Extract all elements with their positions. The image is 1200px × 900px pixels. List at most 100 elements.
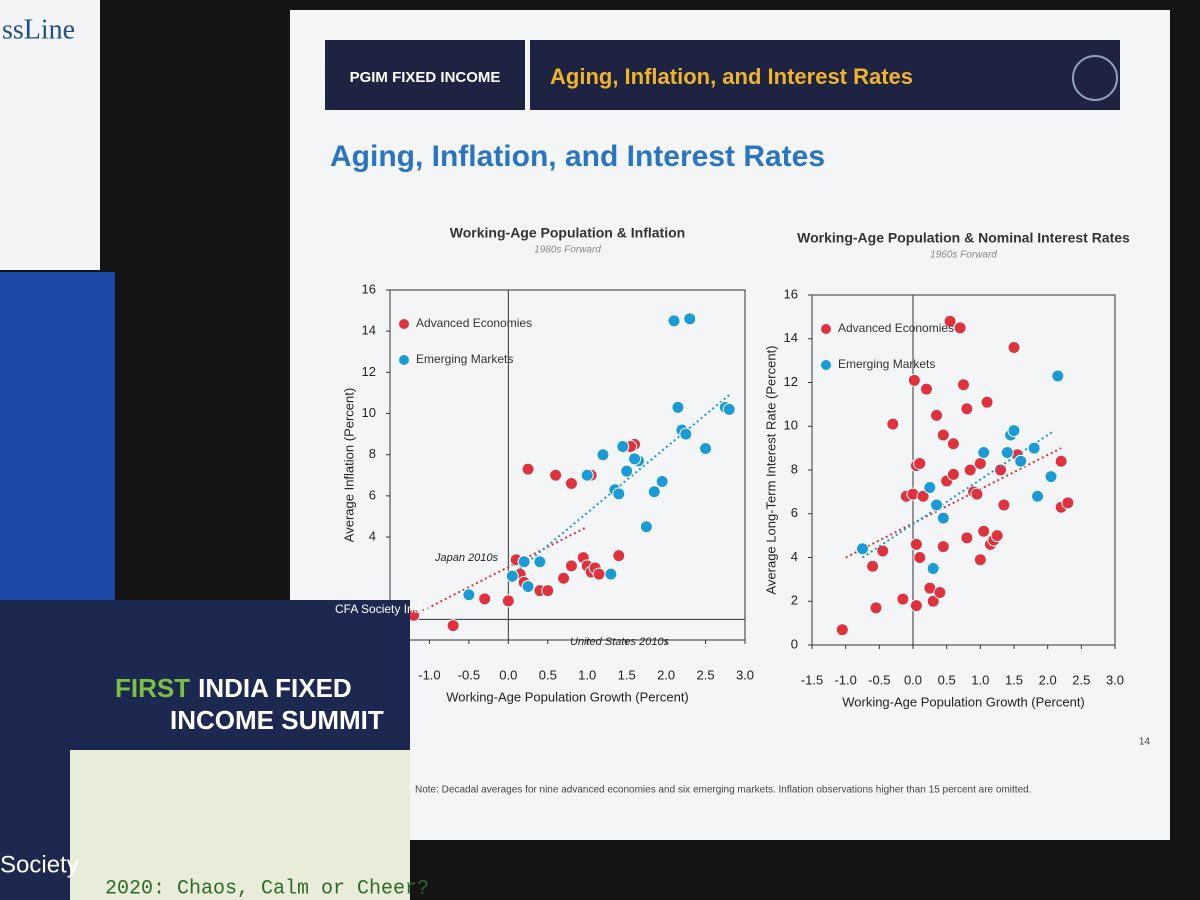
point	[462, 588, 476, 602]
point	[913, 456, 927, 470]
point	[699, 442, 713, 456]
point	[916, 489, 930, 503]
slide-note: Note: Decadal averages for nine advanced…	[415, 785, 1031, 796]
point	[923, 481, 937, 494]
legend-swatch	[399, 355, 409, 365]
x-tick-label: 1.0	[578, 667, 596, 682]
point	[960, 531, 974, 545]
logo-fragment: ssLine	[2, 14, 75, 45]
side-screen	[0, 0, 100, 270]
legend-label: Emerging Markets	[416, 352, 513, 366]
x-tick-label: -1.0	[418, 667, 440, 682]
chart-subtitle: 1980s Forward	[534, 245, 601, 256]
point	[933, 586, 947, 599]
point	[973, 553, 987, 567]
header-left: PGIM FIXED INCOME	[350, 69, 501, 86]
y-tick-label: 12	[784, 374, 798, 389]
point	[876, 544, 890, 558]
point	[926, 561, 940, 575]
annotation: United States 2010s	[570, 636, 670, 648]
legend-label: Advanced Economies	[838, 321, 954, 335]
point	[722, 402, 736, 416]
x-axis-label: Working-Age Population Growth (Percent)	[446, 689, 689, 704]
point	[936, 511, 950, 525]
page-number: 14	[1139, 737, 1151, 748]
point	[869, 601, 883, 615]
point	[541, 584, 555, 598]
chart-subtitle: 1960s Forward	[930, 250, 997, 261]
plot-frame	[389, 289, 746, 641]
point	[1014, 454, 1028, 468]
point	[946, 467, 960, 481]
y-tick-label: 14	[362, 323, 376, 338]
x-tick-label: 3.0	[1106, 672, 1124, 687]
point	[647, 485, 661, 499]
y-tick-label: 12	[362, 364, 376, 379]
point	[557, 571, 571, 585]
y-tick-label: 6	[369, 487, 376, 502]
point	[628, 452, 642, 466]
point	[505, 569, 519, 583]
point	[1031, 489, 1045, 503]
headline-first: FIRST	[115, 673, 190, 703]
point	[953, 321, 967, 335]
x-tick-label: 0.0	[904, 672, 922, 687]
point	[1007, 424, 1021, 438]
point	[501, 594, 515, 608]
charts: Working-Age Population & Inflation 1980s …	[341, 225, 1130, 710]
point	[679, 427, 693, 441]
point	[930, 408, 944, 422]
chart-title: Working-Age Population & Inflation	[450, 225, 685, 241]
point	[963, 463, 977, 477]
point	[909, 599, 923, 613]
x-tick-label: 1.5	[618, 667, 636, 682]
point	[990, 529, 1004, 543]
point	[997, 498, 1011, 512]
point	[957, 378, 970, 392]
x-tick-label: 2.0	[1039, 672, 1057, 687]
trend-line	[845, 447, 1062, 559]
point	[977, 524, 991, 538]
legend-label: Emerging Markets	[838, 357, 935, 371]
header-logo	[1072, 55, 1118, 101]
x-tick-label: 0.0	[499, 667, 517, 682]
point	[639, 520, 653, 534]
point	[973, 456, 987, 470]
legend-swatch	[399, 319, 409, 329]
point	[907, 373, 921, 387]
point	[946, 437, 960, 451]
point	[549, 468, 563, 482]
point	[980, 395, 994, 409]
point	[533, 555, 547, 569]
point	[896, 592, 910, 606]
y-tick-label: 10	[784, 418, 798, 433]
side-banner	[0, 272, 115, 602]
point	[1051, 369, 1065, 383]
y-tick-label: 8	[791, 461, 798, 476]
y-tick-label: 10	[362, 405, 376, 420]
point	[970, 487, 984, 501]
header-left-cell	[325, 40, 525, 110]
header-right: Aging, Inflation, and Interest Rates	[550, 64, 913, 89]
point	[936, 428, 950, 442]
x-tick-label: 2.0	[657, 667, 675, 682]
header-right-cell	[530, 40, 1120, 110]
point	[655, 474, 669, 488]
point	[612, 487, 626, 501]
y-axis-label: Average Long-Term Interest Rate (Percent…	[763, 345, 778, 594]
point	[517, 555, 531, 569]
podium-headline: FIRST INDIA FIXED	[115, 673, 352, 703]
point	[936, 540, 950, 554]
y-tick-label: 2	[791, 593, 798, 608]
point	[1044, 470, 1058, 484]
y-tick-label: 8	[369, 446, 376, 461]
slide	[290, 10, 1170, 840]
point	[1000, 446, 1014, 459]
x-tick-label: 2.5	[697, 667, 715, 682]
podium-panel	[70, 750, 410, 900]
point	[835, 623, 849, 637]
point	[592, 567, 606, 581]
point	[616, 439, 630, 453]
chart-title: Working-Age Population & Nominal Interes…	[797, 230, 1130, 246]
